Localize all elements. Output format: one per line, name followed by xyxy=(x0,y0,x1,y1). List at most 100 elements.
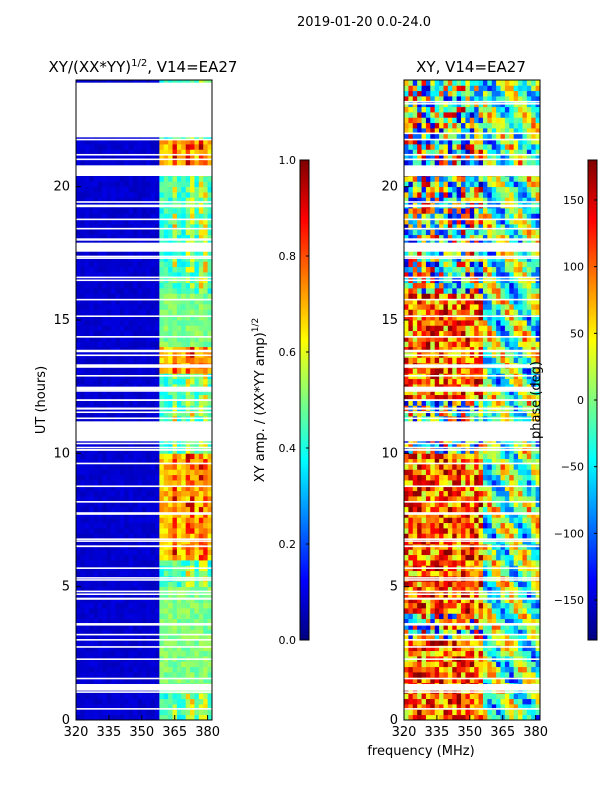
heatmap-cell xyxy=(461,709,466,716)
heatmap-cell xyxy=(526,688,532,694)
heatmap-cell xyxy=(172,698,178,705)
heatmap-cell xyxy=(504,533,510,540)
heatmap-cell xyxy=(190,410,195,417)
heatmap-cell xyxy=(482,672,488,678)
heatmap-cell xyxy=(119,186,125,193)
heatmap-cell xyxy=(154,336,160,342)
heatmap-cell xyxy=(474,640,479,646)
heatmap-cell xyxy=(128,677,134,684)
heatmap-cell xyxy=(526,608,532,614)
heatmap-cell xyxy=(190,346,195,353)
heatmap-cell xyxy=(133,517,138,524)
heatmap-cell xyxy=(93,693,99,700)
heatmap-cell xyxy=(535,624,541,630)
heatmap-cell xyxy=(124,629,130,636)
heatmap-cell xyxy=(198,480,204,486)
heatmap-cell xyxy=(417,554,422,561)
heatmap-cell xyxy=(89,677,94,684)
heatmap-cell xyxy=(128,501,134,508)
heatmap-cell xyxy=(76,224,81,230)
heatmap-cell xyxy=(176,186,182,193)
heatmap-cell xyxy=(111,272,116,278)
heatmap-cell xyxy=(443,570,449,577)
heatmap-cell xyxy=(115,330,121,337)
heatmap-cell xyxy=(133,554,138,561)
heatmap-cell xyxy=(185,453,191,460)
heatmap-cell xyxy=(535,672,541,678)
heatmap-cell xyxy=(150,197,156,204)
heatmap-cell xyxy=(172,586,178,593)
heatmap-cell xyxy=(185,357,191,364)
y-tick-label: 5 xyxy=(62,580,70,595)
heatmap-cell xyxy=(133,288,138,294)
x-tick-label: 365 xyxy=(162,725,187,740)
heatmap-cell xyxy=(168,528,173,534)
heatmap-cell xyxy=(198,234,204,241)
heatmap-cell xyxy=(176,320,182,326)
heatmap-cell xyxy=(172,272,178,278)
heatmap-cell xyxy=(89,293,94,300)
heatmap-cell xyxy=(181,714,187,721)
heatmap-cell xyxy=(194,293,200,300)
heatmap-cell xyxy=(115,181,121,188)
heatmap-cell xyxy=(119,570,125,577)
heatmap-cell xyxy=(430,666,436,673)
heatmap-cell xyxy=(430,624,436,630)
heatmap-cell xyxy=(89,458,94,465)
heatmap-cell xyxy=(106,672,112,678)
heatmap-cell xyxy=(408,645,414,652)
heatmap-cell xyxy=(194,389,200,396)
heatmap-cell xyxy=(163,464,169,470)
heatmap-cell xyxy=(124,501,130,508)
heatmap-cell xyxy=(128,197,134,204)
heatmap-cell xyxy=(430,714,436,721)
heatmap-cell xyxy=(404,661,409,668)
heatmap-cell xyxy=(181,197,187,204)
heatmap-cell xyxy=(176,597,182,604)
heatmap-cell xyxy=(176,410,182,417)
heatmap-cell xyxy=(124,176,130,182)
heatmap-cell xyxy=(190,672,195,678)
heatmap-cell xyxy=(111,469,116,476)
heatmap-cell xyxy=(474,634,479,641)
heatmap-cell xyxy=(76,309,81,316)
heatmap-cell xyxy=(89,330,94,337)
heatmap-cell xyxy=(172,197,178,204)
heatmap-cell xyxy=(176,634,182,641)
amp-colorbar-label: XY amp. / (XX*YY amp)1/2 xyxy=(251,318,268,482)
heatmap-cell xyxy=(194,602,200,609)
heatmap-cell xyxy=(452,586,458,593)
heatmap-cell xyxy=(434,709,440,716)
heatmap-cell xyxy=(417,576,422,582)
heatmap-cell xyxy=(176,640,182,646)
heatmap-cell xyxy=(97,272,103,278)
heatmap-cell xyxy=(97,288,103,294)
heatmap-cell xyxy=(111,512,116,518)
heatmap-cell xyxy=(522,618,528,625)
heatmap-cell xyxy=(150,293,156,300)
heatmap-cell xyxy=(176,453,182,460)
heatmap-cell xyxy=(181,154,187,161)
heatmap-cell xyxy=(185,197,191,204)
heatmap-cell xyxy=(146,714,151,721)
heatmap-cell xyxy=(84,640,90,646)
heatmap-cell xyxy=(115,661,121,668)
heatmap-cell xyxy=(150,709,156,716)
heatmap-cell xyxy=(408,528,414,534)
heatmap-cell xyxy=(133,506,138,513)
heatmap-cell xyxy=(84,186,90,193)
heatmap-cell xyxy=(76,325,81,332)
heatmap-cell xyxy=(491,634,497,641)
heatmap-cell xyxy=(137,688,143,694)
heatmap-cell xyxy=(443,709,449,716)
heatmap-cell xyxy=(154,154,160,161)
heatmap-cell xyxy=(425,570,431,577)
heatmap-cell xyxy=(80,224,86,230)
heatmap-cell xyxy=(168,480,173,486)
heatmap-cell xyxy=(518,570,523,577)
heatmap-cell xyxy=(84,704,90,710)
heatmap-cell xyxy=(141,453,147,460)
heatmap-cell xyxy=(115,192,121,198)
heatmap-cell xyxy=(504,522,510,529)
heatmap-cell xyxy=(190,501,195,508)
